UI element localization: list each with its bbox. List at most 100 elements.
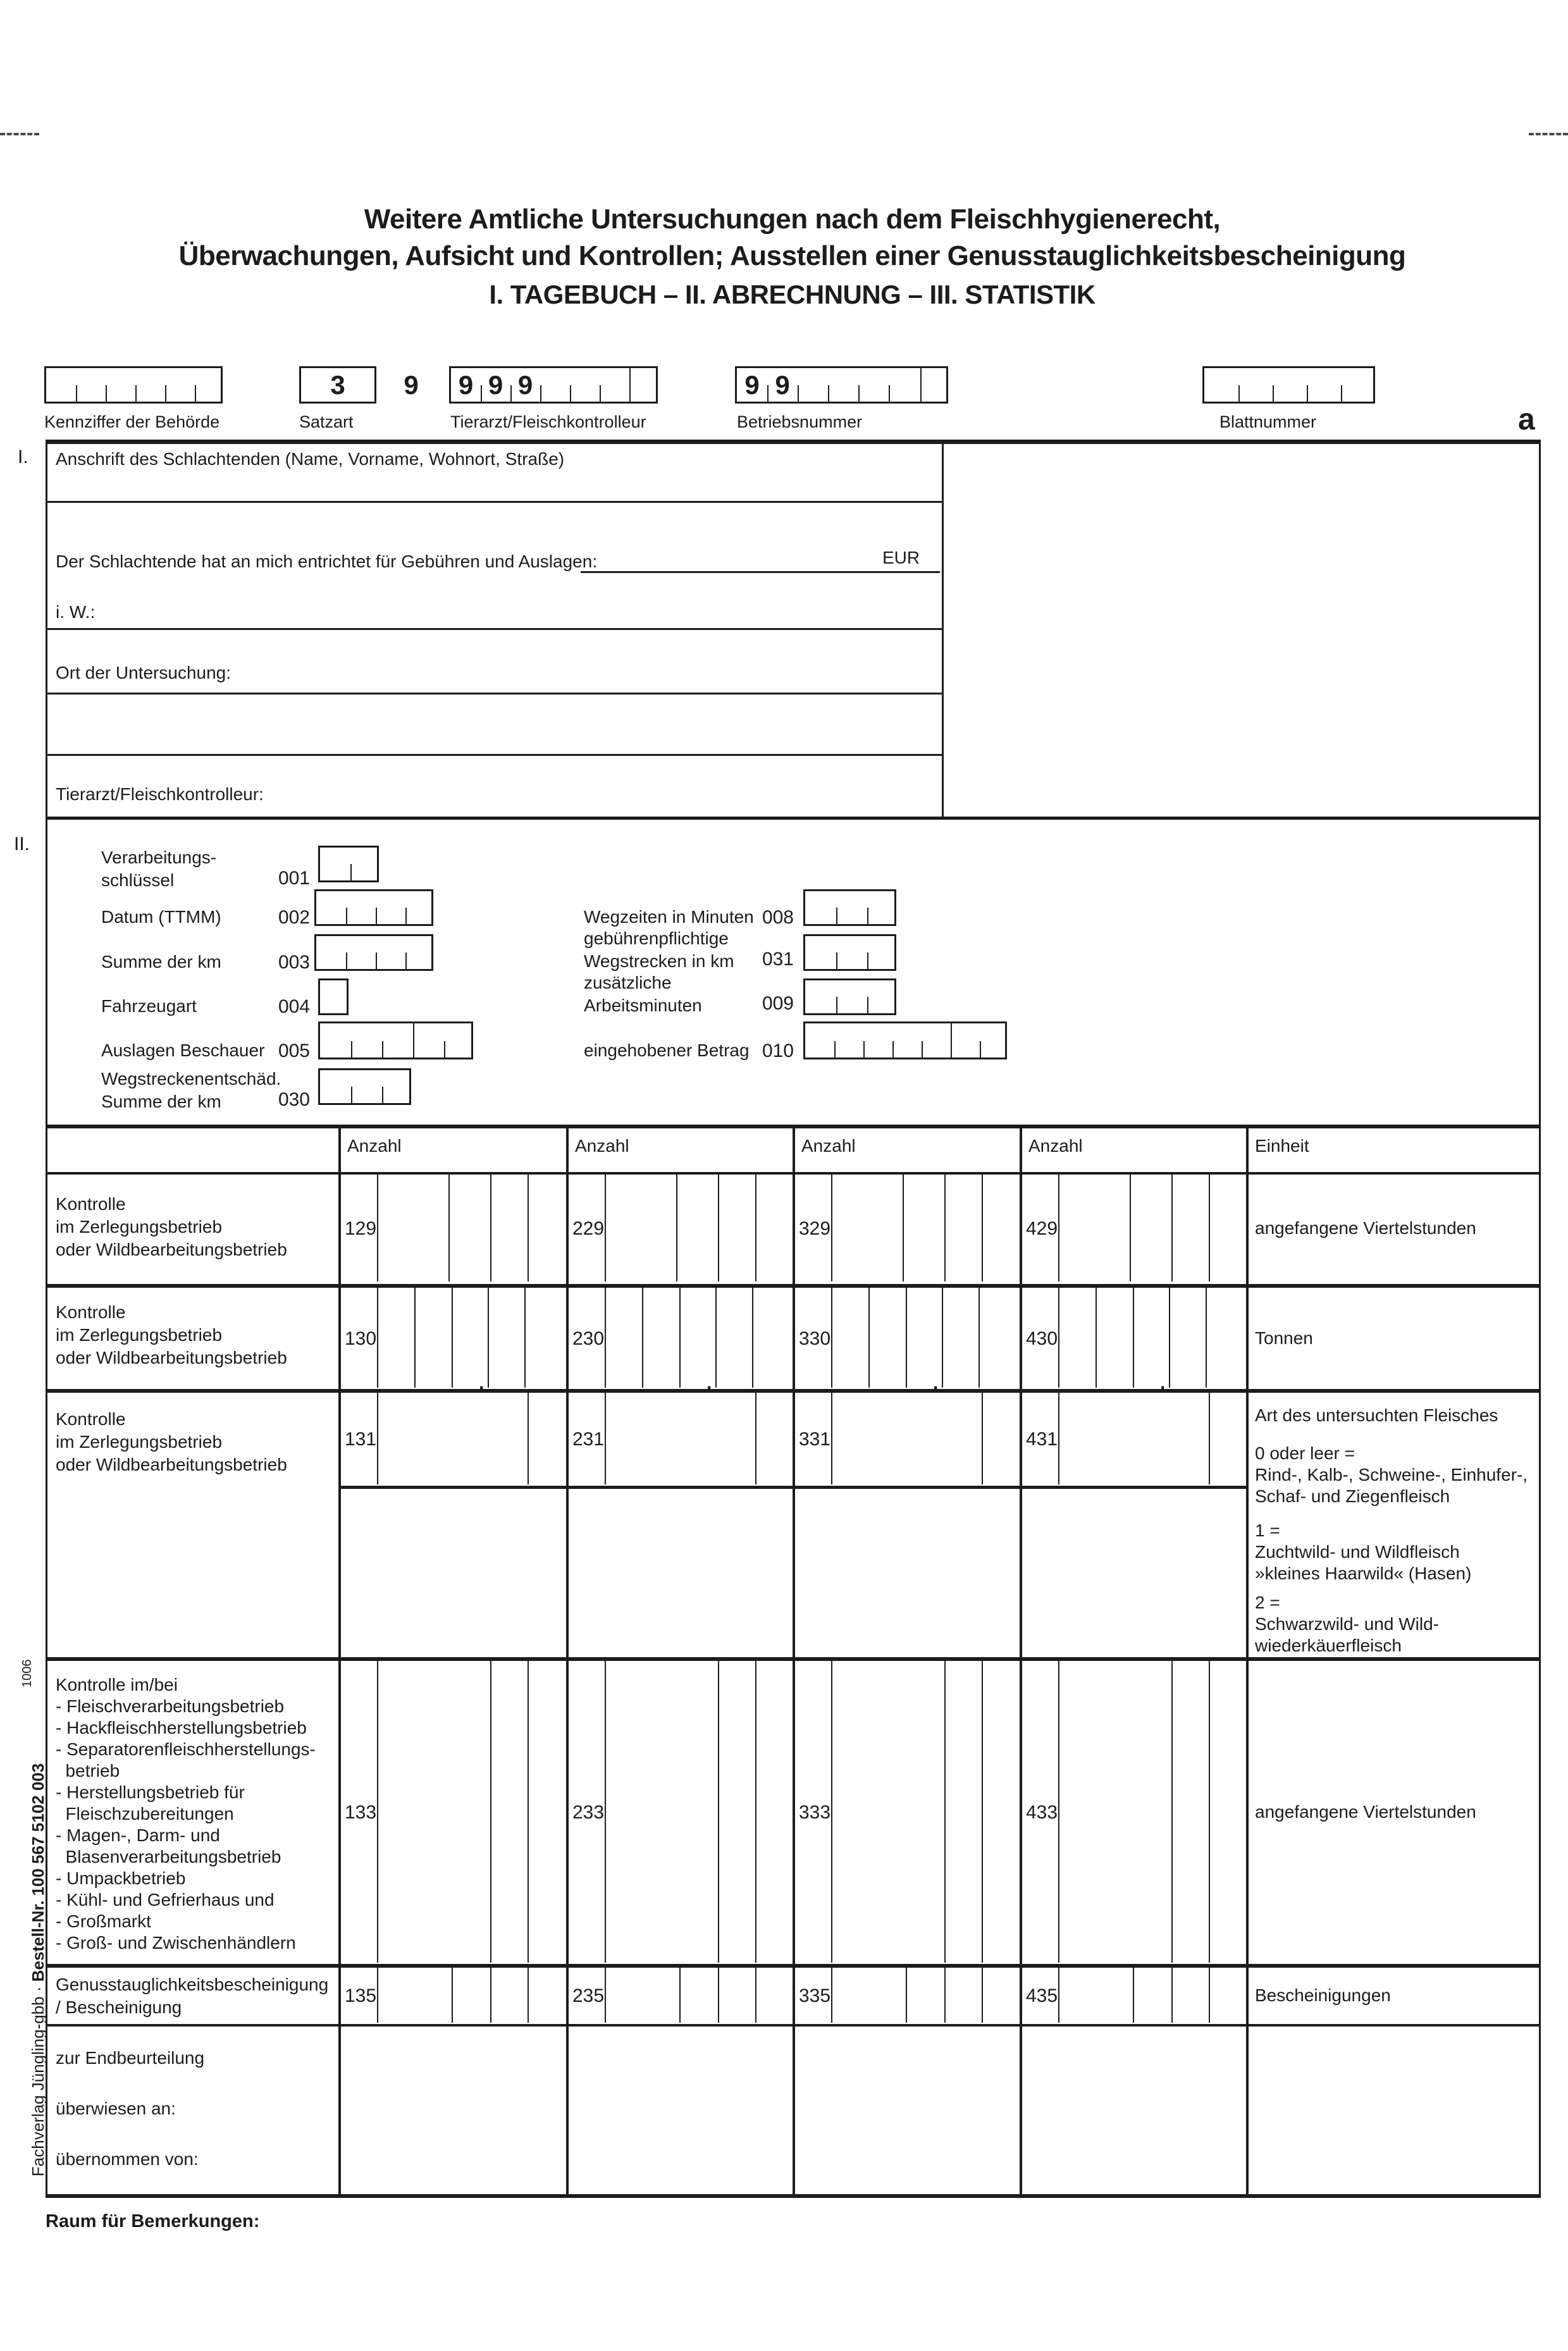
anzahl-input-cell[interactable] [569, 1393, 791, 1484]
section1-right-box[interactable] [944, 444, 1537, 814]
cell-divider [528, 1968, 529, 2023]
kennziffer-field[interactable] [44, 366, 223, 404]
field-031-label2: Wegstrecken in km [584, 951, 734, 971]
anzahl-input-cell[interactable] [1022, 1968, 1245, 2023]
row4-label-line: Fleischzubereitungen [56, 1804, 234, 1823]
cell-divider [755, 1393, 756, 1484]
row4-label-line: - Fleischverarbeitungsbetrieb [56, 1696, 285, 1716]
field-005-label: Auslagen Beschauer [101, 1040, 265, 1060]
field-004-input[interactable] [318, 978, 349, 1015]
decimal-comma: , [707, 1373, 712, 1393]
form-code: 1006 [20, 1659, 34, 1688]
anzahl-input-cell[interactable] [569, 1968, 791, 2023]
row4-label-line: Kontrolle im/bei [56, 1675, 178, 1694]
cell-tick [570, 385, 571, 402]
cell-divider [831, 1968, 832, 2023]
field-001-code: 001 [278, 868, 310, 889]
rule [1246, 1125, 1249, 2194]
in-words-input[interactable] [114, 598, 936, 626]
anzahl-input-cell[interactable]: , [1022, 1288, 1245, 1393]
field-010-input[interactable] [803, 1021, 1007, 1059]
bemerkungen-area[interactable] [46, 2239, 1538, 2347]
cell-divider [831, 1288, 832, 1388]
row3-label-line: Kontrolle [56, 1409, 126, 1429]
field-030-input[interactable] [318, 1068, 411, 1105]
cell-divider [528, 1175, 529, 1281]
cell-divider [1058, 1175, 1059, 1281]
cell-tick [980, 1041, 981, 1058]
anzahl-input-cell[interactable] [341, 1968, 564, 2023]
cell-divider [718, 1175, 719, 1281]
anzahl-input-cell[interactable] [341, 1393, 564, 1484]
cell-tick [481, 385, 482, 402]
rule [942, 440, 944, 819]
section2-index: II. [14, 834, 30, 855]
cell-divider [944, 1968, 946, 2023]
field-003-input[interactable] [314, 934, 433, 971]
decimal-comma: , [479, 1373, 485, 1393]
cell-divider [676, 1175, 677, 1281]
preprinted-digit: 9 [458, 370, 474, 400]
preprinted-digit: 9 [404, 370, 419, 400]
cell-divider [1058, 1393, 1059, 1484]
preprinted-digit: 9 [775, 370, 790, 400]
cell-divider [448, 1175, 450, 1281]
anzahl-input-cell[interactable] [341, 1661, 564, 1963]
field-002-code: 002 [278, 907, 310, 928]
einheit-row5: Bescheinigungen [1255, 1985, 1391, 2005]
einheit-row3-line: 0 oder leer = [1255, 1443, 1355, 1463]
row6-label-line: zur Endbeurteilung [56, 2048, 205, 2068]
anzahl-input-cell[interactable] [795, 1661, 1018, 1963]
field-008-label: Wegzeiten in Minuten [584, 907, 754, 927]
anzahl-input-cell[interactable]: , [795, 1288, 1018, 1393]
anschrift-label: Anschrift des Schlachtenden (Name, Vorna… [56, 449, 565, 469]
field-002-input[interactable] [314, 889, 433, 926]
gebuehren-amount-input[interactable] [582, 544, 835, 569]
anzahl-input-cell[interactable]: , [341, 1288, 564, 1393]
anzahl-input-cell[interactable] [795, 1393, 1018, 1484]
anzahl-input-cell[interactable] [795, 1175, 1018, 1281]
field-001-input[interactable] [318, 846, 379, 882]
cell-divider [831, 1393, 832, 1484]
field-005-input[interactable] [318, 1021, 473, 1059]
field-008-input[interactable] [803, 889, 896, 926]
anzahl-input-cell[interactable] [341, 1175, 564, 1281]
row3-label-line: oder Wildbearbeitungsbetrieb [56, 1455, 287, 1474]
row2-label-line: oder Wildbearbeitungsbetrieb [56, 1348, 287, 1367]
field-009-input[interactable] [803, 978, 896, 1015]
section1-index: I. [18, 447, 28, 467]
cell-divider [831, 1661, 832, 1963]
anzahl-input-cell[interactable] [1022, 1175, 1245, 1281]
rule [46, 2194, 1541, 2198]
row4-label-line: Blasenverarbeitungsbetrieb [56, 1847, 281, 1867]
preprinted-digit: 3 [330, 370, 345, 400]
anzahl-input-cell[interactable]: , [569, 1288, 791, 1393]
field-003-label: Summe der km [101, 952, 221, 972]
blattnummer-field[interactable] [1202, 366, 1375, 404]
cell-divider [488, 1288, 489, 1388]
cell-tick [1341, 385, 1342, 402]
field-031-label: gebührenpflichtige [584, 929, 729, 948]
cell-divider [679, 1288, 681, 1388]
cell-divider [679, 1968, 681, 2023]
cell-tick [346, 908, 347, 924]
anzahl-input-cell[interactable] [569, 1661, 791, 1963]
cell-tick [540, 385, 541, 402]
field-031-input[interactable] [803, 934, 896, 971]
cell-tick [444, 1041, 445, 1058]
anzahl-input-cell[interactable] [1022, 1661, 1245, 1963]
cell-divider [1169, 1288, 1170, 1388]
rule [793, 1125, 795, 2194]
field-010-label: eingehobener Betrag [584, 1040, 750, 1060]
ort-input[interactable] [240, 659, 936, 689]
row4-label-line: - Kühl- und Gefrierhaus und [56, 1890, 275, 1910]
decimal-comma: , [933, 1373, 939, 1393]
anzahl-input-cell[interactable] [795, 1968, 1018, 2023]
anschrift-input-area[interactable] [58, 468, 937, 500]
cell-tick [1273, 385, 1274, 402]
anzahl-input-cell[interactable] [569, 1175, 791, 1281]
anzahl-input-cell[interactable] [1022, 1393, 1245, 1484]
